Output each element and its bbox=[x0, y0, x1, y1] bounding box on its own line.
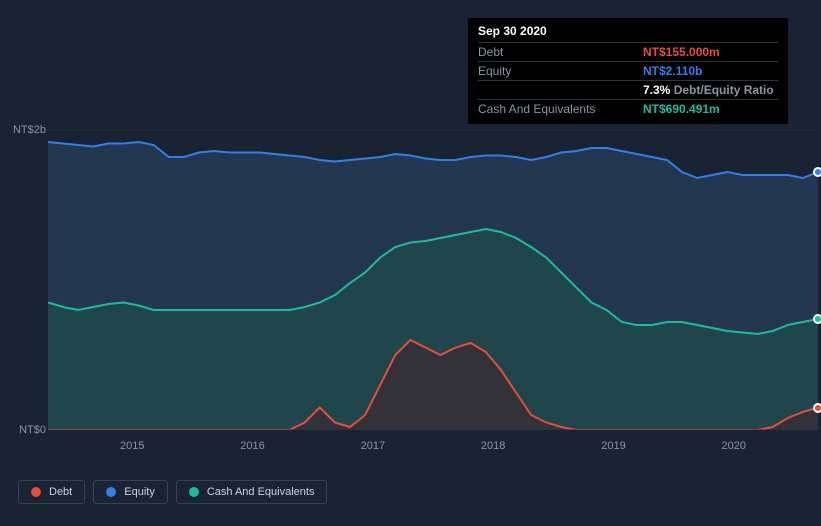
y-axis-label-bottom: NT$0 bbox=[19, 424, 46, 436]
legend-label: Debt bbox=[49, 486, 72, 498]
x-axis-tick: 2016 bbox=[240, 440, 264, 452]
x-axis-tick: 2020 bbox=[722, 440, 746, 452]
x-axis-tick: 2015 bbox=[120, 440, 144, 452]
chart-marker bbox=[813, 167, 821, 177]
legend-item[interactable]: Cash And Equivalents bbox=[176, 480, 328, 504]
chart-container: NT$2b NT$0 201520162017201820192020 bbox=[18, 120, 808, 460]
y-axis-label-top: NT$2b bbox=[13, 124, 46, 136]
legend-swatch bbox=[31, 487, 41, 497]
tooltip-table: DebtNT$155.000mEquityNT$2.110b7.3% Debt/… bbox=[478, 42, 778, 118]
legend-label: Cash And Equivalents bbox=[207, 486, 315, 498]
x-axis-tick: 2017 bbox=[361, 440, 385, 452]
tooltip-row-label: Debt bbox=[478, 43, 643, 62]
tooltip-row-label: Cash And Equivalents bbox=[478, 100, 643, 119]
chart-plot-area[interactable] bbox=[48, 130, 818, 430]
chart-marker bbox=[813, 314, 821, 324]
tooltip-date: Sep 30 2020 bbox=[478, 24, 778, 42]
chart-legend: Debt Equity Cash And Equivalents bbox=[18, 480, 327, 504]
tooltip-row-label bbox=[478, 81, 643, 100]
x-axis-tick: 2019 bbox=[601, 440, 625, 452]
chart-marker bbox=[813, 403, 821, 413]
tooltip-row-value: NT$2.110b bbox=[643, 62, 778, 81]
tooltip-row-value: 7.3% Debt/Equity Ratio bbox=[643, 81, 778, 100]
legend-label: Equity bbox=[124, 486, 155, 498]
x-axis: 2015 2016 2017 2018 2019 2020 bbox=[48, 440, 818, 460]
x-axis-tick: 2018 bbox=[481, 440, 505, 452]
tooltip-row-label: Equity bbox=[478, 62, 643, 81]
tooltip-row-value: NT$690.491m bbox=[643, 100, 778, 119]
tooltip-row-value: NT$155.000m bbox=[643, 43, 778, 62]
legend-swatch bbox=[189, 487, 199, 497]
legend-item[interactable]: Debt bbox=[18, 480, 85, 504]
legend-item[interactable]: Equity bbox=[93, 480, 168, 504]
legend-swatch bbox=[106, 487, 116, 497]
chart-tooltip: Sep 30 2020 DebtNT$155.000mEquityNT$2.11… bbox=[468, 18, 788, 124]
